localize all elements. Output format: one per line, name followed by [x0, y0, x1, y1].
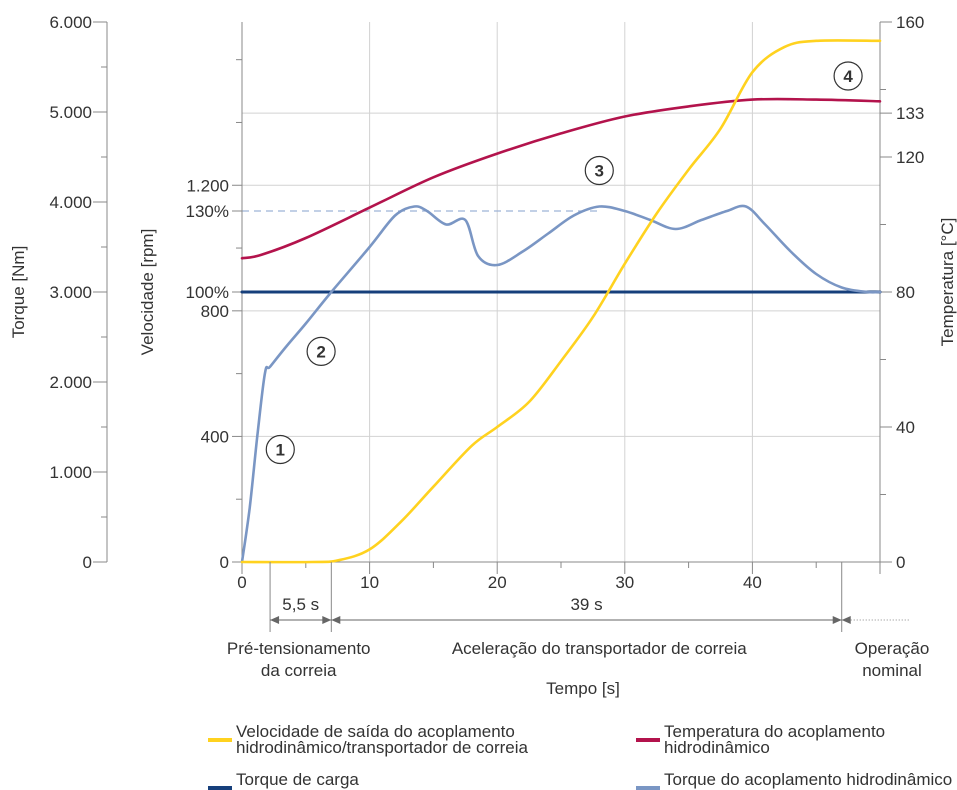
x-axis-title: Tempo [s] [546, 679, 620, 698]
torque-axis-title: Torque [Nm] [9, 246, 28, 339]
annotation-circle [584, 155, 614, 186]
dimension-arrowhead [270, 616, 280, 624]
temperature-axis-title: Temperatura [°C] [938, 218, 957, 347]
dimension-arrowhead [832, 616, 842, 624]
speed-tick-label: 400 [201, 427, 229, 446]
speed-tick-label: 800 [201, 302, 229, 321]
torque-tick-label: 4.000 [49, 193, 92, 212]
torque-tick-label: 0 [83, 553, 92, 572]
x-tick-label: 10 [360, 573, 379, 592]
percent-tick-label: 100% [186, 283, 229, 302]
phase-label-line: da correia [261, 661, 337, 680]
series-group [240, 39, 882, 564]
line-coupling-torque [240, 204, 882, 564]
temperature-tick-label: 120 [896, 148, 924, 167]
torque-tick-label: 1.000 [49, 463, 92, 482]
marks-group: 1 2 3 4 [265, 61, 863, 465]
speed-axis-title: Velocidade [rpm] [138, 229, 157, 356]
speed-tick-label: 1.200 [186, 176, 229, 195]
temperature-tick-label: 40 [896, 418, 915, 437]
temperature-tick-label: 133 [896, 104, 924, 123]
annotation-label: 2 [316, 342, 325, 361]
temperature-tick-label: 160 [896, 13, 924, 32]
x-tick-label: 40 [743, 573, 762, 592]
annotation-circle [833, 61, 863, 91]
annotation-label: 1 [276, 441, 285, 460]
phase-label-1: Aceleração do transportador de correia [452, 639, 747, 658]
speed-tick-label: 0 [220, 553, 229, 572]
phase-label-line: Aceleração do transportador de correia [452, 639, 747, 658]
interval-label-0: 5,5 s [282, 595, 319, 614]
phase-label-line: Pré-tensionamento [227, 639, 371, 658]
annotation-circle [306, 336, 336, 366]
torque-tick-label: 6.000 [49, 13, 92, 32]
dimension-arrowhead [841, 616, 851, 624]
annotation-circle [265, 434, 295, 465]
line-coupling-temperature [240, 97, 882, 260]
dimension-arrowhead [322, 616, 332, 624]
axes: 0 1.000 2.000 3.000 4.000 5.000 6.000 Torque [N… [9, 13, 957, 698]
x-tick-label: 20 [488, 573, 507, 592]
phase-label-2: Operação nominal [855, 639, 930, 680]
phase-label-line: nominal [862, 661, 922, 680]
x-tick-label: 0 [237, 573, 246, 592]
x-tick-label: 30 [615, 573, 634, 592]
labels-group: 5,5 s 39 s Pré-tensionamento da correia Acel… [227, 562, 929, 680]
grid [242, 22, 880, 562]
annotation-label: 3 [595, 162, 604, 181]
dimension-arrowhead [331, 616, 341, 624]
line-output-speed [240, 39, 882, 564]
torque-tick-label: 5.000 [49, 103, 92, 122]
temperature-tick-label: 80 [896, 283, 915, 302]
annotation-label: 4 [843, 67, 853, 86]
interval-label-1: 39 s [570, 595, 602, 614]
phase-label-0: Pré-tensionamento da correia [227, 639, 371, 680]
torque-tick-label: 2.000 [49, 373, 92, 392]
phase-label-line: Operação [855, 639, 930, 658]
percent-tick-label: 130% [186, 202, 229, 221]
temperature-tick-label: 0 [896, 553, 905, 572]
torque-tick-label: 3.000 [49, 283, 92, 302]
